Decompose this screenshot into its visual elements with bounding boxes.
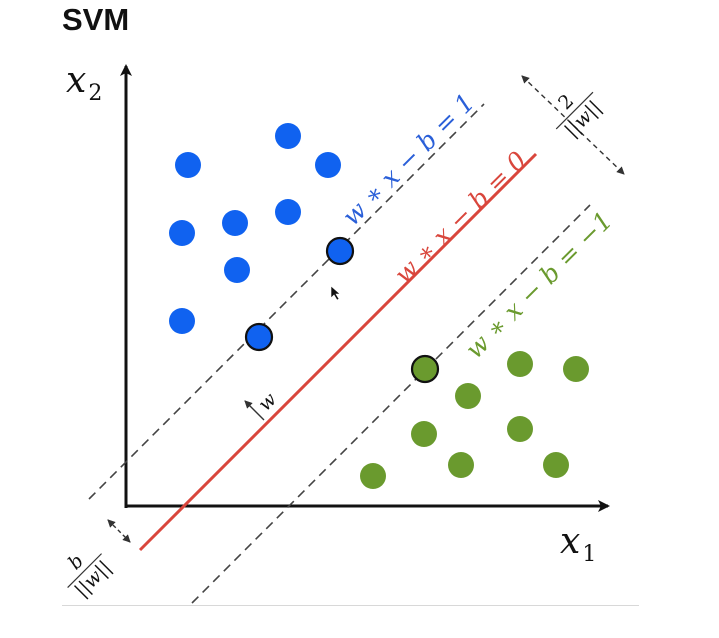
offset-fraction: b ||w||	[64, 550, 116, 602]
page-title: SVM	[62, 2, 130, 37]
green-point	[360, 463, 386, 489]
blue-point	[169, 220, 195, 246]
blue-support-vector	[325, 236, 355, 266]
blue-point	[175, 152, 201, 178]
normal-vector-arrow	[244, 400, 265, 421]
mouse-cursor-icon	[330, 285, 341, 301]
x-axis-label: x1	[560, 521, 596, 567]
blue-support-vector	[244, 322, 274, 352]
green-point	[455, 383, 481, 409]
y-axis-label: x2	[66, 60, 102, 106]
hyperplane-line	[138, 152, 538, 552]
lower-margin-label: w ∗ x − b = −1	[460, 206, 618, 364]
green-point	[448, 452, 474, 478]
blue-point	[222, 210, 248, 236]
green-point	[507, 351, 533, 377]
green-point	[563, 356, 589, 382]
blue-point	[224, 257, 250, 283]
green-point	[543, 452, 569, 478]
upper-margin-line	[88, 103, 485, 500]
margin-width-arrow	[521, 75, 625, 175]
blue-point	[275, 123, 301, 149]
lower-margin-line	[191, 204, 591, 604]
green-support-vector	[410, 354, 440, 384]
blue-point	[169, 308, 195, 334]
green-point	[411, 421, 437, 447]
blue-point	[275, 199, 301, 225]
green-point	[507, 416, 533, 442]
blue-point	[315, 152, 341, 178]
divider	[62, 605, 639, 606]
offset-arrow	[107, 519, 131, 543]
margin-width-fraction: 2 ||w||	[554, 90, 606, 142]
